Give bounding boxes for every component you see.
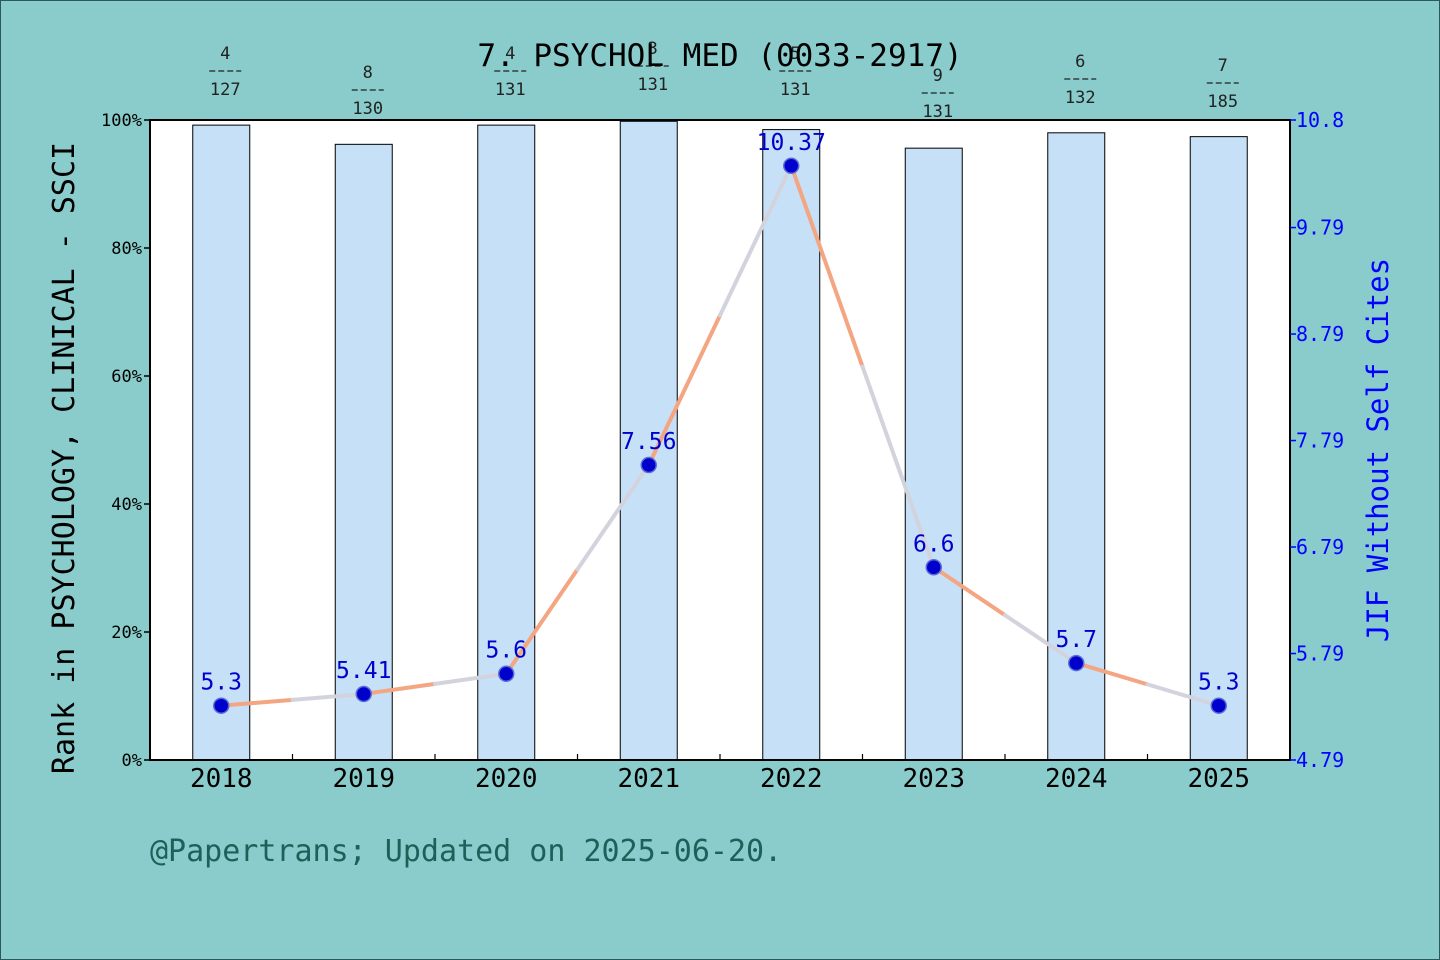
bar-2021 [619,120,678,761]
point-2018 [213,697,230,714]
line-segment [504,567,580,676]
bar-2020 [477,124,536,761]
x-tick-label-2019: 2019 [332,764,395,794]
y-left-tick-label: 100% [101,111,142,131]
value-label-2025: 5.3 [1198,670,1240,696]
value-label-2022: 10.37 [757,130,826,156]
point-2020 [498,665,515,682]
y-right-tick-label: 9.79 [1296,216,1344,240]
point-2025 [1210,697,1227,714]
y-left-tick-label: 0% [122,751,142,771]
rank-total-2020: 131 [495,80,526,100]
line-segment [789,163,865,369]
y-right-tick-label: 7.79 [1296,429,1344,453]
bar-2023 [904,147,963,761]
line-segment [860,364,936,570]
line-segment [575,463,651,572]
rank-total-2022: 131 [780,80,811,100]
line-segment [646,313,722,468]
rank-total-2024: 132 [1065,88,1096,108]
line-segment [1145,682,1221,708]
y-left-tick-label: 60% [111,367,142,387]
value-label-2018: 5.3 [200,670,242,696]
point-2021 [640,456,657,474]
rank-number-2025: 7 [1218,56,1228,76]
line-segment [290,691,366,702]
rank-number-2024: 6 [1075,52,1085,72]
plot-area [150,120,1290,760]
rank-total-2023: 131 [922,102,953,122]
value-label-2020: 5.6 [485,638,527,664]
line-segment [931,565,1007,618]
rank-number-2022: 5 [790,44,800,64]
line-segment [718,163,794,318]
point-2022 [783,157,800,175]
x-tick-label-2018: 2018 [190,764,253,794]
x-tick-label-2022: 2022 [760,764,823,794]
rank-total-2025: 185 [1207,92,1238,112]
x-tick-label-2021: 2021 [617,764,680,794]
point-2024 [1068,654,1085,672]
line-segment [433,671,509,686]
y-left-tick-label: 20% [111,623,142,643]
y-axis-left-label: Rank in PSYCHOLOGY, CLINICAL - SSCI [47,142,82,774]
y-right-tick-label: 10.8 [1296,108,1344,132]
rank-total-2018: 127 [210,80,241,100]
y-right-tick-label: 6.79 [1296,535,1344,559]
y-right-tick-label: 5.79 [1296,642,1344,666]
line-segment [1074,661,1150,687]
rank-total-2021: 131 [637,75,668,95]
y-axis-right-label: JIF Without Self Cites [1361,258,1395,642]
value-label-2023: 6.6 [913,531,955,557]
line-segment [219,697,295,708]
bar-2018 [192,124,251,761]
point-2019 [355,685,372,703]
rank-number-2020: 4 [505,44,515,64]
line-segment [361,681,437,696]
value-label-2024: 5.7 [1055,627,1097,653]
x-tick-label-2020: 2020 [475,764,538,794]
y-right-tick-label: 8.79 [1296,322,1344,346]
chart-title: 7. PSYCHOL MED (0033-2917) [477,38,962,74]
bar-2025 [1189,136,1248,761]
y-right-tick-label: 4.79 [1296,748,1344,772]
value-label-2019: 5.41 [336,658,391,684]
x-tick-label-2024: 2024 [1045,764,1108,794]
y-left-tick-label: 40% [111,495,142,515]
rank-number-2023: 9 [933,66,943,86]
bar-2019 [334,143,393,761]
rank-number-2018: 4 [220,44,230,64]
footer-credit: @Papertrans; Updated on 2025-06-20. [150,834,783,869]
point-2023 [925,559,942,576]
rank-number-2019: 8 [363,63,373,83]
value-label-2021: 7.56 [621,429,676,455]
x-tick-label-2025: 2025 [1187,764,1250,794]
rank-number-2021: 3 [648,39,658,59]
y-left-tick-label: 80% [111,239,142,259]
x-tick-label-2023: 2023 [902,764,965,794]
bar-2022 [762,129,821,761]
rank-total-2019: 130 [352,99,383,119]
line-segment [1003,613,1079,666]
